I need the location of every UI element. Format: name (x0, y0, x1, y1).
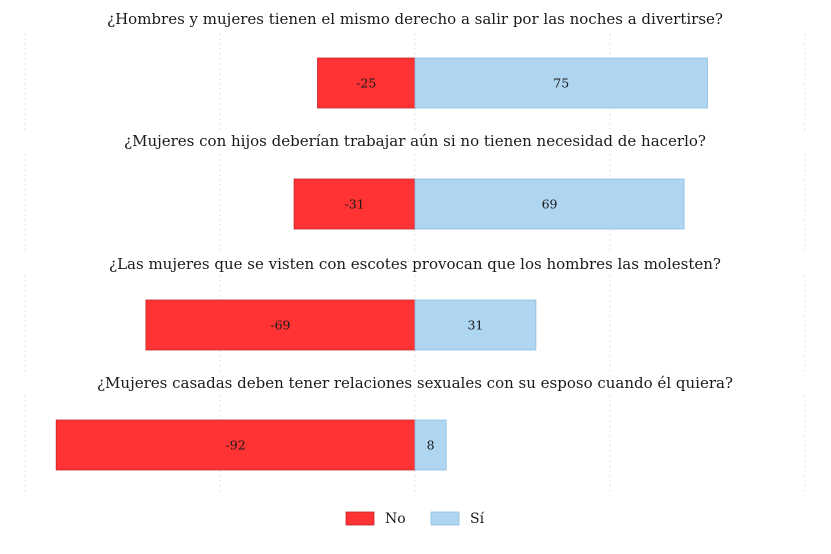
data-label-si: 8 (427, 438, 435, 453)
legend-item-si: Sí (430, 511, 485, 527)
data-label-no: -31 (344, 197, 364, 212)
data-label-si: 75 (553, 76, 569, 91)
panel-1: ¿Hombres y mujeres tienen el mismo derec… (107, 10, 723, 109)
bar-no (55, 419, 416, 471)
data-label-si: 69 (542, 197, 558, 212)
legend: No Sí (345, 511, 485, 527)
bar-si (414, 178, 685, 230)
question-title: ¿Mujeres con hijos deberían trabajar aún… (124, 132, 706, 150)
panel-4: ¿Mujeres casadas deben tener relaciones … (55, 374, 733, 471)
legend-label: Sí (470, 511, 485, 527)
bar-no (317, 57, 416, 109)
bar-si (414, 419, 447, 471)
bar-si (414, 299, 537, 351)
data-label-no: -69 (270, 318, 290, 333)
data-label-no: -25 (356, 76, 376, 91)
panel-3: ¿Las mujeres que se visten con escotes p… (109, 255, 721, 351)
bar-no (293, 178, 416, 230)
panel-2: ¿Mujeres con hijos deberían trabajar aún… (124, 132, 706, 230)
legend-item-no: No (345, 511, 406, 527)
panels-layer: ¿Hombres y mujeres tienen el mismo derec… (55, 10, 733, 471)
data-label-no: -92 (226, 438, 246, 453)
question-title: ¿Mujeres casadas deben tener relaciones … (97, 374, 733, 392)
bar-no (145, 299, 416, 351)
legend-swatch (345, 511, 375, 526)
data-label-si: 31 (467, 318, 483, 333)
question-title: ¿Las mujeres que se visten con escotes p… (109, 255, 721, 273)
legend-label: No (385, 511, 406, 527)
legend-swatch (430, 511, 460, 526)
question-title: ¿Hombres y mujeres tienen el mismo derec… (107, 10, 723, 28)
bar-si (414, 57, 708, 109)
